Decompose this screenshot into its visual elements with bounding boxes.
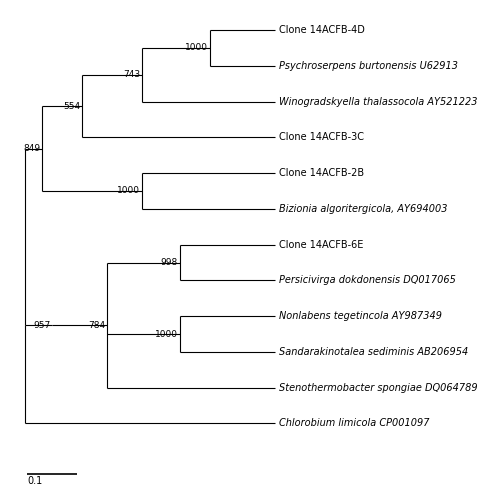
Text: Bizionia algoritergicola, AY694003: Bizionia algoritergicola, AY694003 (279, 204, 447, 214)
Text: Winogradskyella thalassocola AY521223: Winogradskyella thalassocola AY521223 (279, 96, 478, 106)
Text: Sandarakinotalea sediminis AB206954: Sandarakinotalea sediminis AB206954 (279, 347, 468, 357)
Text: 998: 998 (161, 258, 178, 267)
Text: Psychroserpens burtonensis U62913: Psychroserpens burtonensis U62913 (279, 61, 458, 71)
Text: 1000: 1000 (185, 44, 208, 52)
Text: Clone 14ACFB-3C: Clone 14ACFB-3C (279, 132, 364, 142)
Text: 554: 554 (63, 102, 80, 110)
Text: Clone 14ACFB-2B: Clone 14ACFB-2B (279, 168, 364, 178)
Text: 743: 743 (123, 70, 141, 79)
Text: 784: 784 (88, 320, 105, 330)
Text: 1000: 1000 (155, 330, 178, 338)
Text: Clone 14ACFB-4D: Clone 14ACFB-4D (279, 25, 365, 35)
Text: 0.1: 0.1 (27, 476, 43, 486)
Text: Persicivirga dokdonensis DQ017065: Persicivirga dokdonensis DQ017065 (279, 276, 456, 285)
Text: Nonlabens tegetincola AY987349: Nonlabens tegetincola AY987349 (279, 311, 442, 321)
Text: 849: 849 (23, 144, 41, 153)
Text: Clone 14ACFB-6E: Clone 14ACFB-6E (279, 240, 363, 250)
Text: Stenothermobacter spongiae DQ064789: Stenothermobacter spongiae DQ064789 (279, 382, 478, 392)
Text: 1000: 1000 (117, 186, 141, 196)
Text: Chlorobium limicola CP001097: Chlorobium limicola CP001097 (279, 418, 430, 428)
Text: 957: 957 (33, 320, 50, 330)
